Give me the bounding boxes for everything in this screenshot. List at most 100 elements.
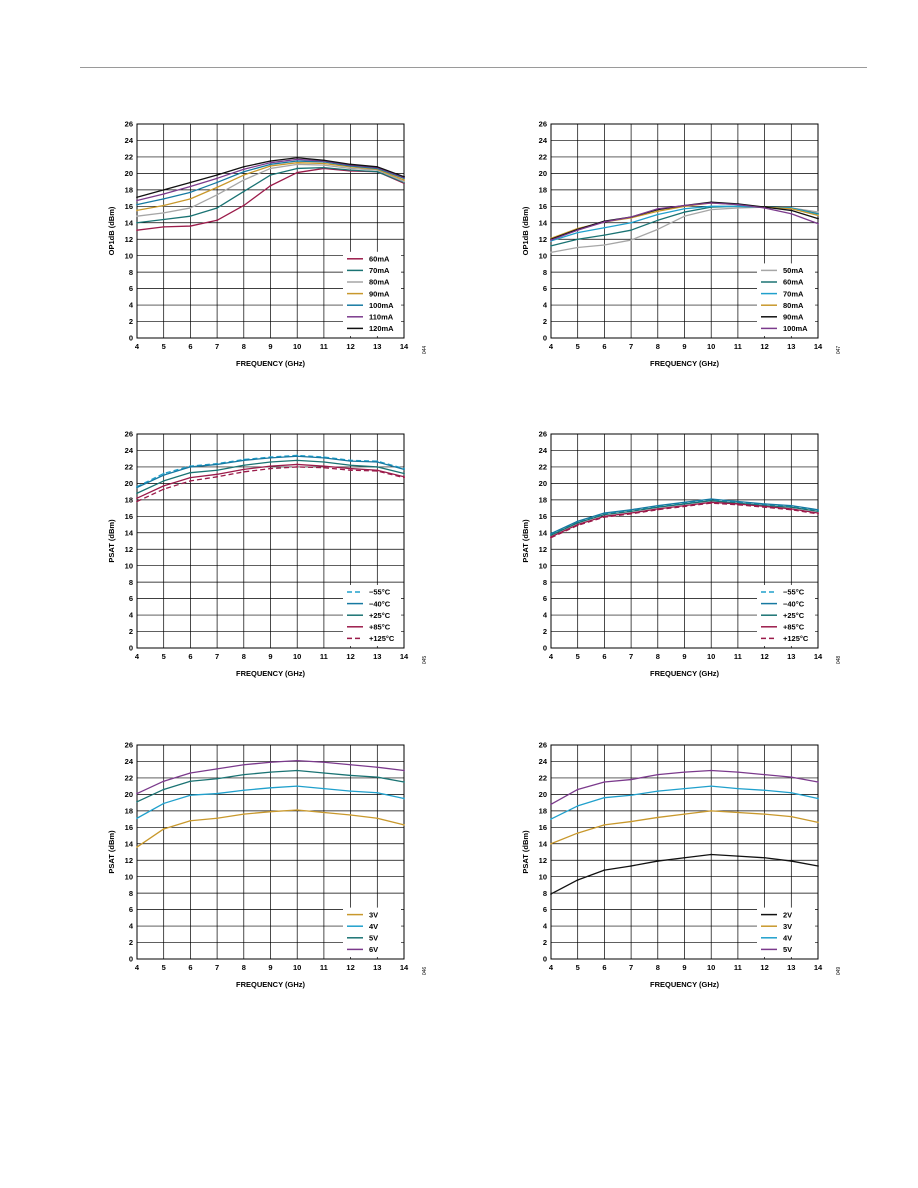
series-group (136, 454, 405, 503)
data-point (189, 819, 192, 822)
data-point (737, 207, 739, 209)
data-point (576, 788, 579, 791)
data-point (376, 165, 379, 168)
legend-label: +125°C (783, 634, 809, 643)
data-point (162, 204, 165, 207)
x-tick-label: 11 (320, 963, 328, 972)
data-point (817, 865, 819, 867)
data-point (136, 209, 138, 212)
legend-label: 4V (783, 934, 792, 943)
data-point (710, 498, 713, 500)
data-point (550, 534, 552, 537)
data-point (162, 788, 165, 791)
data-point (189, 207, 192, 209)
x-tick-label: 7 (629, 342, 633, 351)
y-tick-label: 6 (543, 594, 547, 603)
data-point (790, 212, 793, 215)
data-point (710, 208, 713, 211)
data-point (242, 168, 245, 171)
data-point (269, 163, 272, 166)
data-point (630, 216, 632, 218)
x-tick-label: 8 (242, 963, 246, 972)
data-point (162, 474, 165, 477)
data-point (269, 467, 272, 470)
data-point (269, 761, 272, 764)
data-point (323, 159, 325, 162)
y-tick-label: 2 (129, 627, 133, 636)
x-tick-label: 4 (549, 342, 554, 351)
y-tick-label: 16 (539, 202, 547, 211)
data-point (216, 469, 219, 472)
x-tick-label: 8 (242, 342, 246, 351)
data-point (136, 500, 138, 503)
y-tick-label: 4 (543, 301, 548, 310)
data-point (269, 771, 272, 774)
data-point (683, 503, 686, 505)
y-tick-label: 16 (539, 823, 547, 832)
legend-label: 120mA (369, 324, 394, 333)
data-point (242, 789, 245, 792)
data-point (550, 532, 552, 535)
legend-label: 70mA (369, 266, 390, 275)
y-tick-label: 8 (129, 578, 133, 587)
data-point (349, 814, 352, 816)
data-point (576, 520, 579, 523)
data-point (737, 503, 739, 506)
data-point (323, 811, 325, 814)
legend-background (757, 263, 815, 336)
data-point (817, 512, 819, 515)
data-point (162, 188, 165, 191)
data-point (242, 179, 245, 181)
x-tick-label: 9 (682, 963, 686, 972)
y-tick-label: 20 (125, 790, 133, 799)
y-tick-label: 22 (539, 774, 547, 783)
legend-label: −55°C (783, 588, 805, 597)
chart-svg: 4 5 6 7 8 9 10 11 12 13 1402468101214161820222426F… (107, 741, 428, 989)
data-point (323, 456, 325, 459)
y-tick-label: 4 (129, 922, 134, 931)
data-point (763, 789, 766, 792)
y-axis-label: PSAT (dBm) (107, 830, 116, 874)
data-point (136, 486, 138, 489)
y-tick-label: 2 (129, 317, 133, 326)
y-tick-label: 8 (129, 889, 133, 898)
plot-frame (550, 744, 819, 960)
x-tick-label: 6 (602, 342, 606, 351)
x-tick-label: 14 (400, 342, 409, 351)
data-point (817, 821, 819, 824)
y-tick-label: 12 (539, 235, 547, 244)
data-point (737, 771, 739, 774)
y-tick-label: 18 (125, 806, 133, 815)
data-point (136, 846, 138, 848)
y-tick-label: 22 (125, 463, 133, 472)
data-point (656, 506, 659, 509)
figure-id: 044 (422, 346, 428, 355)
y-tick-label: 22 (539, 463, 547, 472)
y-tick-label: 20 (539, 169, 547, 178)
data-point (603, 796, 606, 799)
data-point (710, 785, 713, 788)
x-tick-label: 7 (215, 652, 219, 661)
data-point (550, 842, 552, 845)
y-tick-label: 2 (543, 627, 547, 636)
plot-frame (136, 433, 405, 649)
data-point (162, 472, 165, 475)
data-point (162, 488, 165, 491)
series-group (550, 201, 819, 254)
data-point (162, 828, 165, 830)
y-tick-label: 10 (125, 251, 133, 260)
data-point (136, 221, 138, 224)
x-tick-label: 7 (629, 652, 633, 661)
data-point (656, 860, 659, 862)
legend-label: 4V (369, 922, 378, 931)
legend-label: 2V (783, 910, 792, 919)
legend-label: 50mA (783, 266, 804, 275)
data-point (296, 459, 299, 462)
data-point (242, 813, 245, 816)
x-tick-label: 7 (629, 963, 633, 972)
data-point (790, 776, 793, 778)
data-point (683, 505, 686, 508)
x-tick-label: 9 (268, 963, 272, 972)
data-point (376, 466, 379, 468)
data-point (550, 536, 552, 539)
